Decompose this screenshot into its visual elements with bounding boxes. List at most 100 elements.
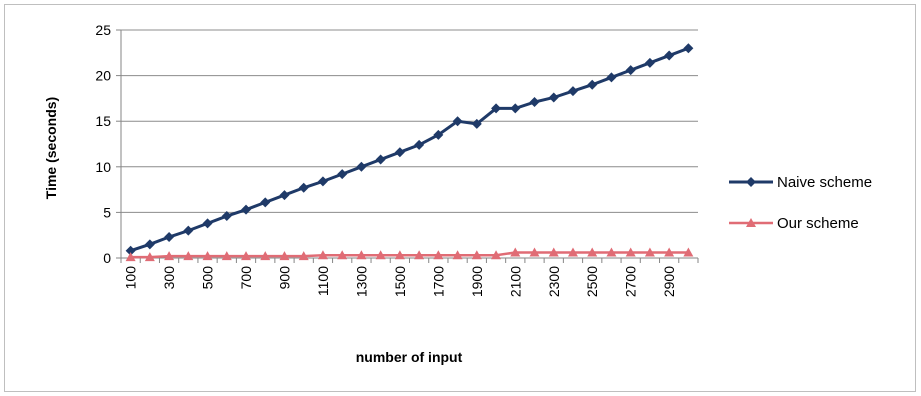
legend: Naive scheme Our scheme bbox=[729, 174, 872, 232]
data-point bbox=[125, 252, 136, 262]
y-tick-label: 15 bbox=[95, 113, 111, 129]
legend-item: Naive scheme bbox=[729, 174, 872, 191]
data-point bbox=[221, 251, 232, 261]
y-tick-label: 10 bbox=[95, 159, 111, 175]
x-tick-label: 1100 bbox=[315, 266, 331, 296]
data-point bbox=[317, 176, 328, 187]
x-tick-label: 1900 bbox=[469, 266, 485, 297]
data-point bbox=[375, 250, 386, 260]
data-point bbox=[279, 190, 290, 201]
data-point bbox=[356, 161, 367, 172]
data-point bbox=[548, 247, 559, 257]
series-naive-scheme bbox=[125, 43, 694, 256]
data-point bbox=[356, 250, 367, 260]
data-point bbox=[375, 154, 386, 165]
x-tick-label: 700 bbox=[238, 266, 254, 290]
data-point bbox=[683, 43, 694, 54]
data-point bbox=[260, 197, 271, 208]
gridlines bbox=[121, 29, 698, 213]
data-point bbox=[510, 247, 521, 257]
y-tick-label: 20 bbox=[95, 68, 111, 84]
data-point bbox=[510, 103, 521, 114]
data-point bbox=[587, 247, 598, 257]
axes bbox=[116, 29, 699, 263]
data-point bbox=[683, 247, 694, 257]
data-point bbox=[144, 252, 155, 262]
data-point bbox=[279, 251, 290, 261]
data-point bbox=[664, 247, 675, 257]
x-tick-label: 100 bbox=[123, 266, 139, 290]
data-point bbox=[394, 147, 405, 158]
data-point bbox=[567, 86, 578, 97]
x-tick-label: 2700 bbox=[623, 266, 639, 297]
y-tick-labels: 0 5 10 15 20 25 bbox=[95, 22, 111, 266]
series bbox=[125, 43, 694, 262]
data-point bbox=[298, 182, 309, 193]
x-tick-label: 2900 bbox=[661, 266, 677, 297]
data-point bbox=[164, 232, 175, 243]
data-point bbox=[567, 247, 578, 257]
data-point bbox=[260, 251, 271, 261]
data-point bbox=[625, 65, 636, 76]
series-our-scheme bbox=[125, 247, 694, 262]
x-tick-labels: 100 300 500 700 900 1100 1300 1500 1700 1900 2100 2… bbox=[123, 266, 678, 297]
data-point bbox=[606, 72, 617, 83]
data-point bbox=[644, 57, 655, 68]
legend-label: Naive scheme bbox=[777, 174, 872, 191]
y-tick-label: 25 bbox=[95, 22, 111, 38]
data-point bbox=[183, 225, 194, 236]
data-point bbox=[587, 79, 598, 90]
x-tick-label: 2100 bbox=[507, 266, 523, 297]
data-point bbox=[433, 129, 444, 140]
x-tick-label: 500 bbox=[200, 266, 216, 290]
chart-frame bbox=[4, 4, 916, 392]
data-point bbox=[337, 250, 348, 260]
data-point bbox=[317, 250, 328, 260]
data-point bbox=[202, 251, 213, 261]
data-point bbox=[164, 251, 175, 261]
data-point bbox=[664, 50, 675, 61]
data-point bbox=[183, 251, 194, 261]
legend-marker bbox=[746, 218, 756, 227]
data-point bbox=[452, 116, 463, 127]
data-point bbox=[491, 103, 502, 114]
data-point bbox=[202, 218, 213, 229]
data-point bbox=[337, 169, 348, 180]
data-point bbox=[125, 245, 136, 256]
data-point bbox=[394, 250, 405, 260]
data-point bbox=[606, 247, 617, 257]
x-tick-label: 1700 bbox=[430, 266, 446, 297]
y-tick-label: 5 bbox=[103, 204, 111, 220]
y-tick-label: 0 bbox=[103, 250, 111, 266]
data-point bbox=[221, 211, 232, 222]
data-point bbox=[433, 250, 444, 260]
x-tick-label: 2300 bbox=[546, 266, 562, 297]
legend-item: Our scheme bbox=[729, 215, 859, 232]
data-point bbox=[471, 250, 482, 260]
y-axis-title: Time (seconds) bbox=[43, 97, 59, 199]
series-line bbox=[130, 46, 689, 253]
data-point bbox=[144, 239, 155, 250]
data-point bbox=[529, 247, 540, 257]
x-tick-label: 2500 bbox=[584, 266, 600, 297]
data-point bbox=[548, 92, 559, 103]
data-point bbox=[241, 251, 252, 261]
series-line bbox=[130, 251, 689, 259]
data-point bbox=[491, 250, 502, 260]
data-point bbox=[298, 251, 309, 261]
data-point bbox=[414, 139, 425, 150]
data-point bbox=[471, 118, 482, 129]
legend-label: Our scheme bbox=[777, 215, 859, 232]
x-tick-label: 300 bbox=[161, 266, 177, 290]
data-point bbox=[644, 247, 655, 257]
x-tick-label: 1500 bbox=[392, 266, 408, 297]
data-point bbox=[625, 247, 636, 257]
x-axis-title: number of input bbox=[356, 349, 463, 365]
data-point bbox=[529, 97, 540, 108]
x-tick-label: 900 bbox=[276, 266, 292, 290]
data-point bbox=[241, 204, 252, 215]
legend-marker bbox=[746, 177, 756, 187]
x-tick-label: 1300 bbox=[353, 266, 369, 297]
data-point bbox=[414, 250, 425, 260]
